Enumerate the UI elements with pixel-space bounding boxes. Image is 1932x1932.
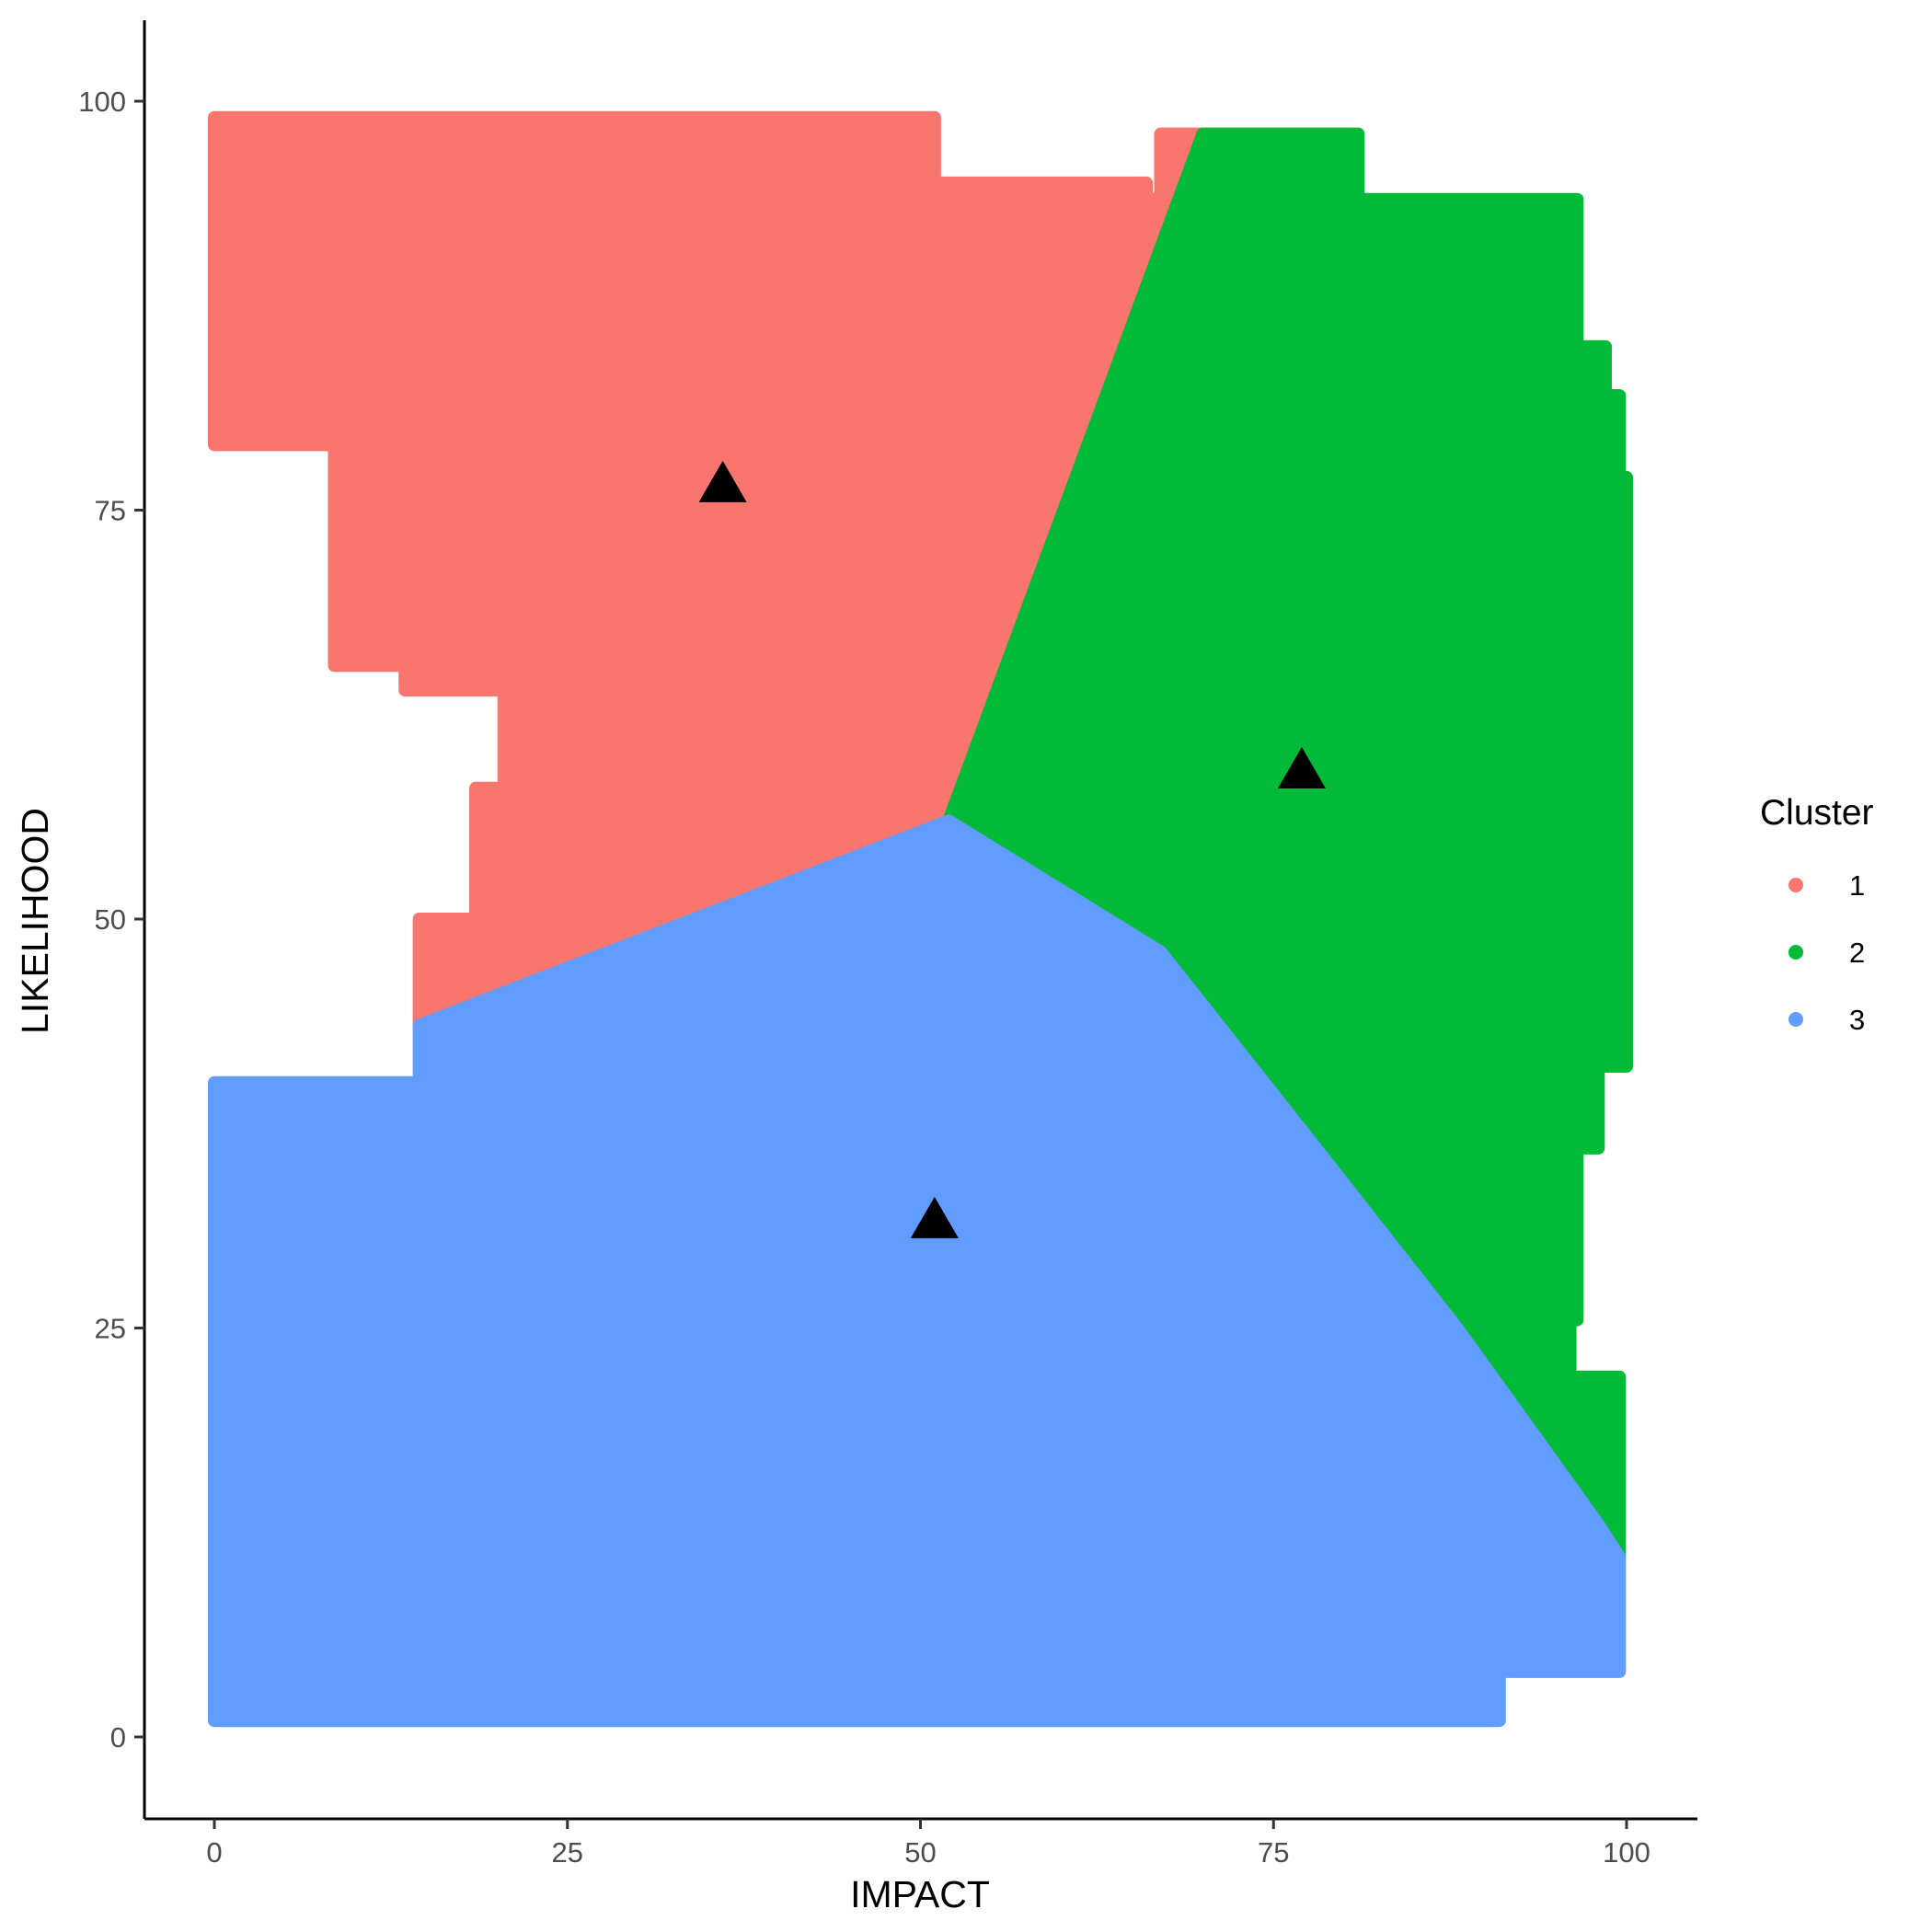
legend-key-3	[1788, 1012, 1803, 1027]
x-tick-label: 50	[904, 1836, 936, 1869]
y-tick-label: 75	[95, 495, 126, 527]
y-axis-title: LIKELIHOOD	[14, 808, 56, 1034]
legend-label-3: 3	[1849, 1004, 1865, 1036]
x-axis-title: IMPACT	[850, 1873, 990, 1915]
centroid-cluster-1	[698, 460, 747, 502]
legend-key-2	[1788, 945, 1803, 960]
x-tick-label: 100	[1603, 1836, 1650, 1869]
legend-label-2: 2	[1849, 937, 1865, 969]
y-tick-label: 25	[95, 1313, 126, 1345]
x-ticks: 0 25 50 75 100	[206, 1819, 1650, 1869]
x-tick-label: 75	[1258, 1836, 1289, 1869]
legend-label-1: 1	[1849, 869, 1865, 902]
x-tick-label: 25	[552, 1836, 583, 1869]
y-tick-label: 50	[95, 903, 126, 936]
cluster-3-region	[208, 814, 1627, 1728]
y-tick-label: 0	[110, 1721, 126, 1754]
legend-title: Cluster	[1760, 793, 1874, 833]
y-tick-label: 100	[78, 86, 126, 118]
cluster-regions	[208, 110, 1633, 1728]
centroid-cluster-3	[910, 1196, 959, 1238]
centroid-cluster-2	[1277, 746, 1326, 788]
legend-items: 1 2 3	[1788, 869, 1865, 1036]
legend: Cluster 1 2 3	[1760, 793, 1874, 1036]
legend-key-1	[1788, 878, 1803, 892]
centroid-markers	[698, 460, 1326, 1238]
y-ticks: 0 25 50 75 100	[78, 86, 144, 1754]
x-tick-label: 0	[206, 1836, 222, 1869]
